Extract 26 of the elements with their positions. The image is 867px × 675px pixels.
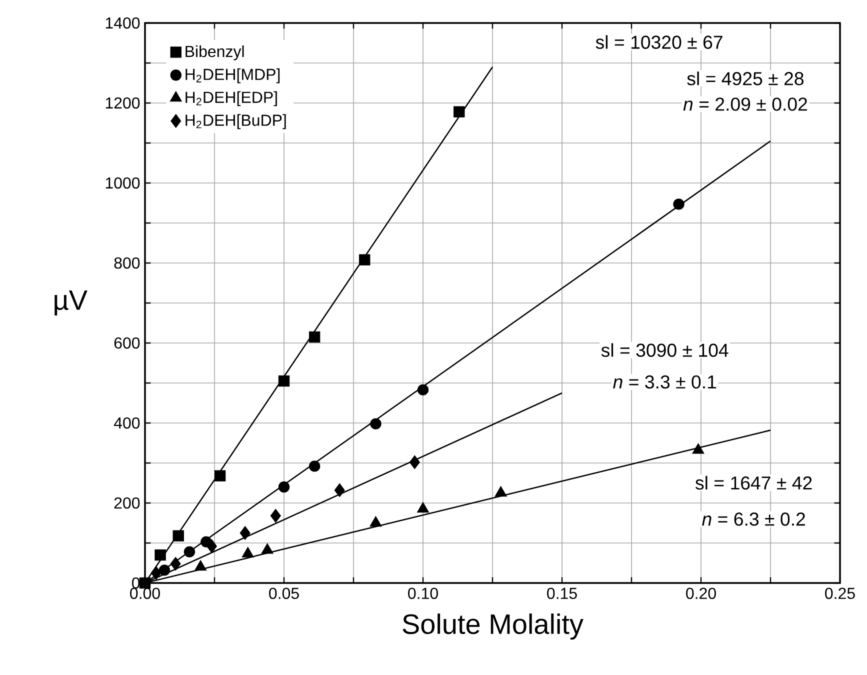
x-tick-label: 0.10 (408, 588, 438, 600)
y-tick-label: 1200 (106, 97, 140, 109)
y-tick-label: 1000 (106, 177, 140, 189)
x-tick-label: 0.20 (686, 588, 716, 600)
y-tick-label: 1400 (106, 17, 140, 29)
legend-label: H$_{2}$DEH[MDP] (186, 68, 280, 84)
annotation: sl = 4925 ± 28 (687, 72, 804, 86)
legend-label: H$_{2}$DEH[BuDP] (186, 114, 286, 130)
annotation: sl = 3090 ± 104 (601, 343, 728, 357)
legend-label: Bibenzyl (186, 45, 244, 60)
y-tick-label: 800 (114, 257, 140, 269)
annotation: sl = 10320 ± 67 (596, 35, 722, 49)
x-tick-label: 0.05 (269, 588, 299, 600)
legend-label: H$_{2}$DEH[EDP] (186, 91, 277, 106)
x-axis-title: Solute Molality (402, 614, 584, 640)
x-tick-label: 0.25 (825, 588, 855, 600)
x-tick-label: 0.00 (130, 588, 160, 600)
annotation: n = 3.3 ± 0.1 (613, 375, 716, 389)
y-tick-label: 200 (114, 497, 140, 509)
annotation: n = 2.09 ± 0.02 (683, 98, 808, 111)
y-axis-title: µV (54, 290, 88, 316)
x-tick-label: 0.15 (547, 588, 577, 600)
y-tick-label: 600 (114, 337, 140, 349)
y-tick-label: 400 (114, 417, 140, 429)
annotation: n = 6.3 ± 0.2 (702, 512, 805, 526)
annotation: sl = 1647 ± 42 (696, 476, 812, 490)
